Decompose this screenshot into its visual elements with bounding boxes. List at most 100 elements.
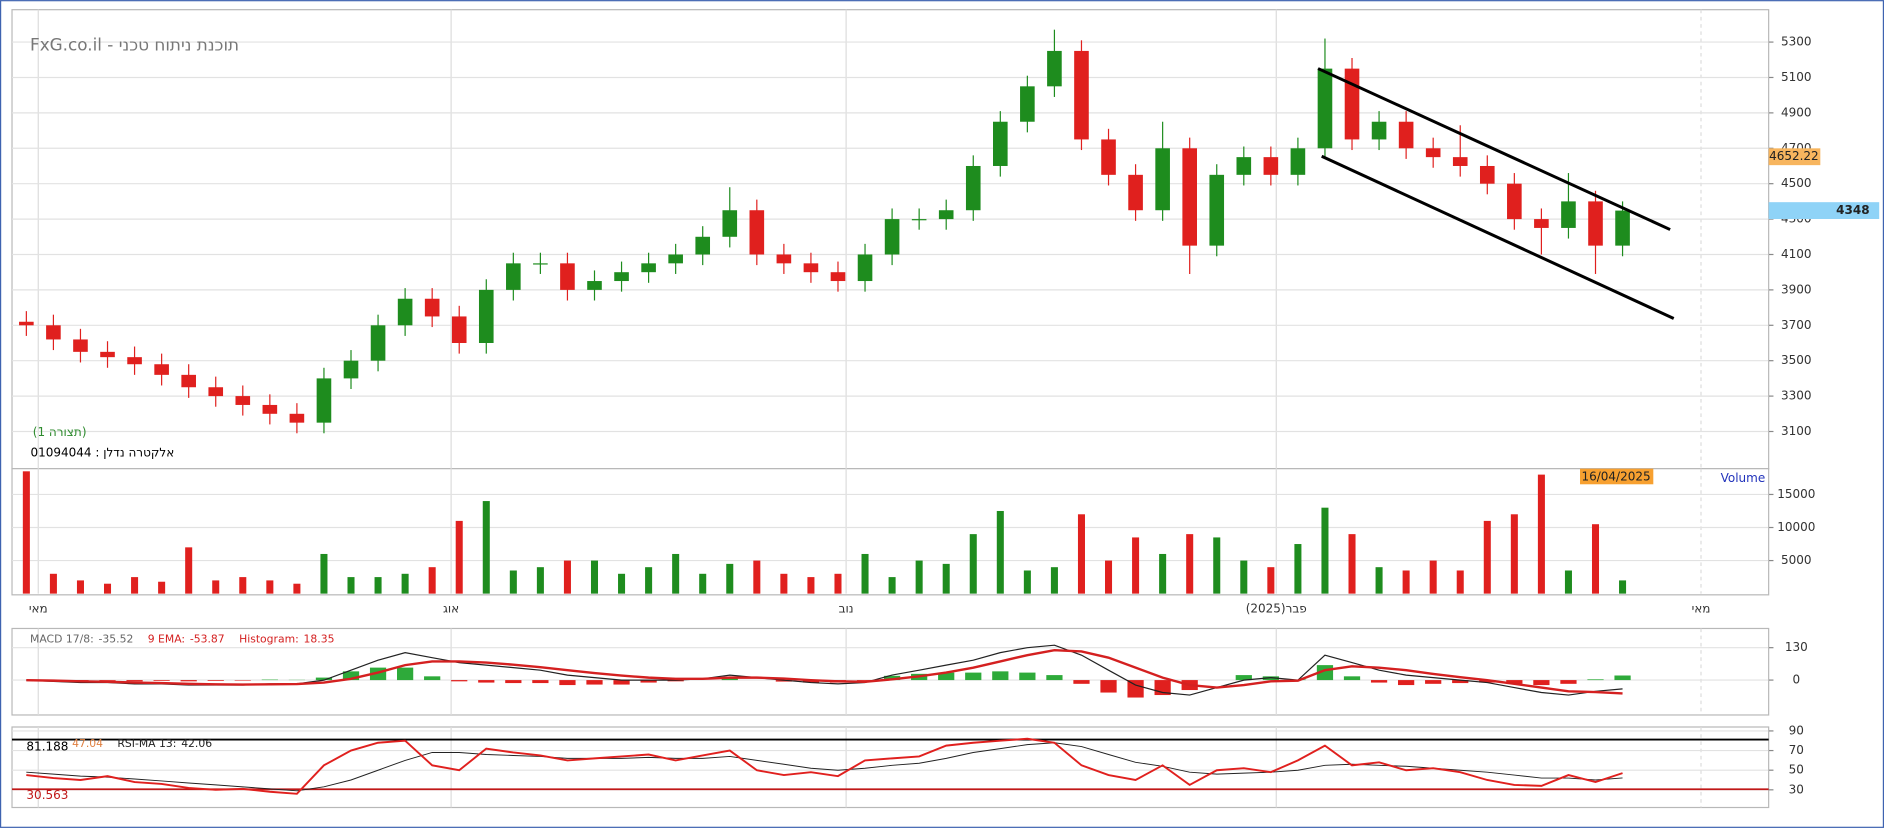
candle-body bbox=[938, 210, 954, 220]
candle-body bbox=[614, 272, 629, 282]
candle-body bbox=[1425, 148, 1441, 158]
volume-bar bbox=[1321, 507, 1329, 594]
candle-body bbox=[830, 272, 846, 282]
volume-bar bbox=[428, 567, 436, 594]
histogram-bar bbox=[992, 671, 1009, 681]
x-tick-label: נוב bbox=[839, 602, 854, 616]
volume-bar bbox=[104, 583, 112, 594]
volume-bar bbox=[1050, 567, 1058, 594]
volume-bar bbox=[22, 471, 30, 594]
y-tick-label: 30 bbox=[1789, 782, 1804, 796]
volume-bar bbox=[1186, 534, 1194, 594]
histogram-bar bbox=[559, 680, 576, 686]
candle-body bbox=[1452, 157, 1468, 166]
candle-body bbox=[1398, 121, 1414, 149]
candle-body bbox=[451, 316, 467, 343]
histogram-bar bbox=[1614, 675, 1631, 681]
candle-body bbox=[533, 263, 548, 265]
candle-body bbox=[695, 236, 711, 255]
candle-body bbox=[749, 210, 765, 255]
candle-body bbox=[154, 364, 169, 375]
volume-bar bbox=[1077, 514, 1085, 594]
volume-bar bbox=[1619, 580, 1627, 594]
volume-bar bbox=[347, 577, 355, 594]
last-price-box bbox=[1768, 202, 1880, 220]
volume-bar bbox=[888, 577, 896, 594]
volume-bar bbox=[780, 573, 788, 594]
candle-body bbox=[857, 254, 873, 282]
candle-body bbox=[1128, 174, 1143, 211]
channel-lower bbox=[1321, 154, 1675, 320]
candle-body bbox=[1155, 148, 1170, 211]
candle-body bbox=[1479, 165, 1495, 184]
histogram-bar bbox=[532, 680, 549, 684]
legend-value: 47.04 bbox=[72, 737, 103, 750]
legend-name: 9 EMA: bbox=[148, 632, 185, 645]
y-tick-label: 0 bbox=[1792, 673, 1800, 687]
volume-bar bbox=[320, 553, 328, 594]
volume-bar bbox=[1375, 567, 1383, 594]
candle-body bbox=[722, 210, 738, 237]
candle-body bbox=[1588, 201, 1603, 246]
chart-title: FxG.co.il - תוכנת ניתוח טכני bbox=[30, 35, 239, 55]
candle-body bbox=[1317, 68, 1333, 149]
histogram-bar bbox=[1073, 680, 1090, 684]
histogram-bar bbox=[938, 672, 955, 681]
volume-bar bbox=[1537, 474, 1545, 594]
candle-body bbox=[993, 121, 1008, 166]
volume-bar bbox=[374, 577, 382, 594]
legend-name: Histogram: bbox=[239, 632, 299, 645]
volume-bar bbox=[1267, 567, 1275, 594]
histogram-bar bbox=[1235, 675, 1252, 681]
histogram-bar bbox=[451, 680, 468, 682]
histogram-bar bbox=[965, 672, 982, 681]
candle-body bbox=[1263, 157, 1279, 175]
histogram-bar bbox=[1506, 680, 1523, 684]
histogram-bar bbox=[1425, 680, 1442, 684]
histogram-bar bbox=[1398, 680, 1415, 686]
volume-bar bbox=[76, 580, 84, 594]
candle-body bbox=[560, 263, 575, 290]
volume-bar bbox=[699, 573, 707, 594]
volume-bar bbox=[834, 573, 842, 594]
histogram-bar bbox=[613, 680, 630, 685]
volume-bar bbox=[185, 547, 193, 594]
histogram-bar bbox=[1587, 679, 1604, 681]
y-tick-label: 10000 bbox=[1777, 520, 1815, 534]
candle-body bbox=[397, 298, 413, 326]
histogram-bar bbox=[396, 667, 414, 681]
volume-bar bbox=[942, 563, 950, 594]
volume-bar bbox=[1402, 570, 1410, 594]
histogram-bar bbox=[586, 680, 603, 685]
candle-body bbox=[46, 325, 61, 340]
volume-bar bbox=[401, 573, 409, 594]
volume-bar bbox=[861, 553, 869, 594]
x-tick-label: מאי bbox=[1692, 602, 1711, 616]
candle-body bbox=[911, 219, 927, 221]
volume-bar bbox=[1159, 553, 1167, 594]
histogram-bar bbox=[126, 680, 143, 682]
level-label: 81.188 bbox=[26, 739, 68, 753]
candle-body bbox=[1236, 157, 1252, 175]
volume-bar bbox=[1240, 560, 1248, 594]
legend-value: -35.52 bbox=[99, 632, 134, 645]
candle-body bbox=[1344, 68, 1360, 140]
rsi-legend: 47.04 RSI-MA 13: 42.06 bbox=[72, 737, 212, 750]
volume-bar bbox=[1591, 524, 1600, 594]
y-tick-label: 15000 bbox=[1777, 487, 1815, 501]
candle-body bbox=[262, 404, 278, 414]
date-label: 16/04/2025 bbox=[1581, 470, 1650, 484]
volume-bar bbox=[1105, 560, 1113, 594]
volume-bar bbox=[726, 563, 734, 594]
volume-bar bbox=[753, 560, 761, 594]
subtitle: (תצורה 1) bbox=[33, 425, 87, 439]
candle-body bbox=[776, 254, 792, 264]
histogram-bar bbox=[775, 680, 792, 682]
candle-body bbox=[1047, 50, 1062, 87]
volume-bar bbox=[536, 567, 544, 594]
y-tick-label: 5000 bbox=[1781, 553, 1812, 567]
candle-body bbox=[1371, 121, 1387, 140]
volume-bar bbox=[618, 573, 626, 594]
candle-body bbox=[1534, 219, 1549, 228]
